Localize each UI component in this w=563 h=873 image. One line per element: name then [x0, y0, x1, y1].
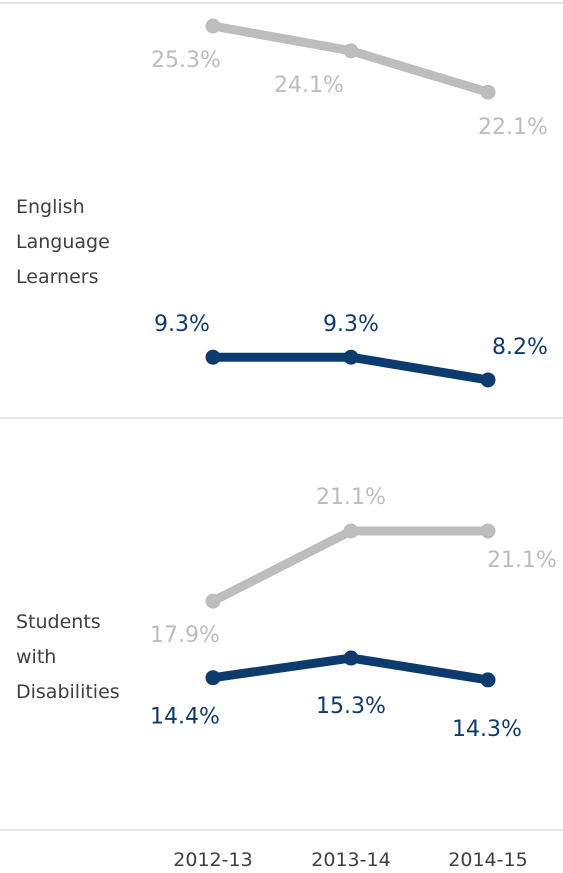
- data-point: [480, 523, 496, 539]
- panel-label-line: Disabilities: [16, 681, 120, 703]
- x-tick-label: 2012-13: [173, 849, 252, 871]
- data-label: 8.2%: [492, 335, 548, 360]
- data-label: 15.3%: [316, 694, 386, 719]
- data-point: [205, 593, 221, 609]
- data-label: 17.9%: [150, 623, 220, 648]
- panel-label-line: with: [16, 646, 57, 668]
- data-point: [343, 523, 359, 539]
- data-label: 21.1%: [487, 548, 557, 573]
- panel-label-english-language-learners: English Language Learners: [16, 190, 110, 295]
- data-point: [205, 18, 221, 34]
- series-line: [208, 526, 493, 606]
- data-label: 24.1%: [274, 73, 344, 98]
- data-label: 25.3%: [151, 48, 221, 73]
- x-tick-label: 2013-14: [311, 849, 390, 871]
- panel-label-line: English: [16, 196, 85, 218]
- data-point: [205, 670, 221, 686]
- data-label: 14.3%: [452, 717, 522, 742]
- data-label: 22.1%: [478, 115, 548, 140]
- x-tick-label: 2014-15: [448, 849, 527, 871]
- data-label: 21.1%: [316, 485, 386, 510]
- panel-label-line: Learners: [16, 266, 99, 288]
- panel-label-line: Students: [16, 611, 101, 633]
- data-point: [343, 43, 359, 59]
- panel-label-line: Language: [16, 231, 110, 253]
- data-point: [480, 672, 496, 688]
- panel-label-students-with-disabilities: Students with Disabilities: [16, 605, 120, 710]
- series-line: [208, 21, 493, 97]
- data-point: [480, 84, 496, 100]
- data-label: 9.3%: [323, 312, 379, 337]
- data-point: [480, 372, 496, 388]
- data-point: [343, 349, 359, 365]
- data-label: 14.4%: [150, 705, 220, 730]
- data-point: [205, 349, 221, 365]
- data-point: [343, 650, 359, 666]
- data-label: 9.3%: [154, 312, 210, 337]
